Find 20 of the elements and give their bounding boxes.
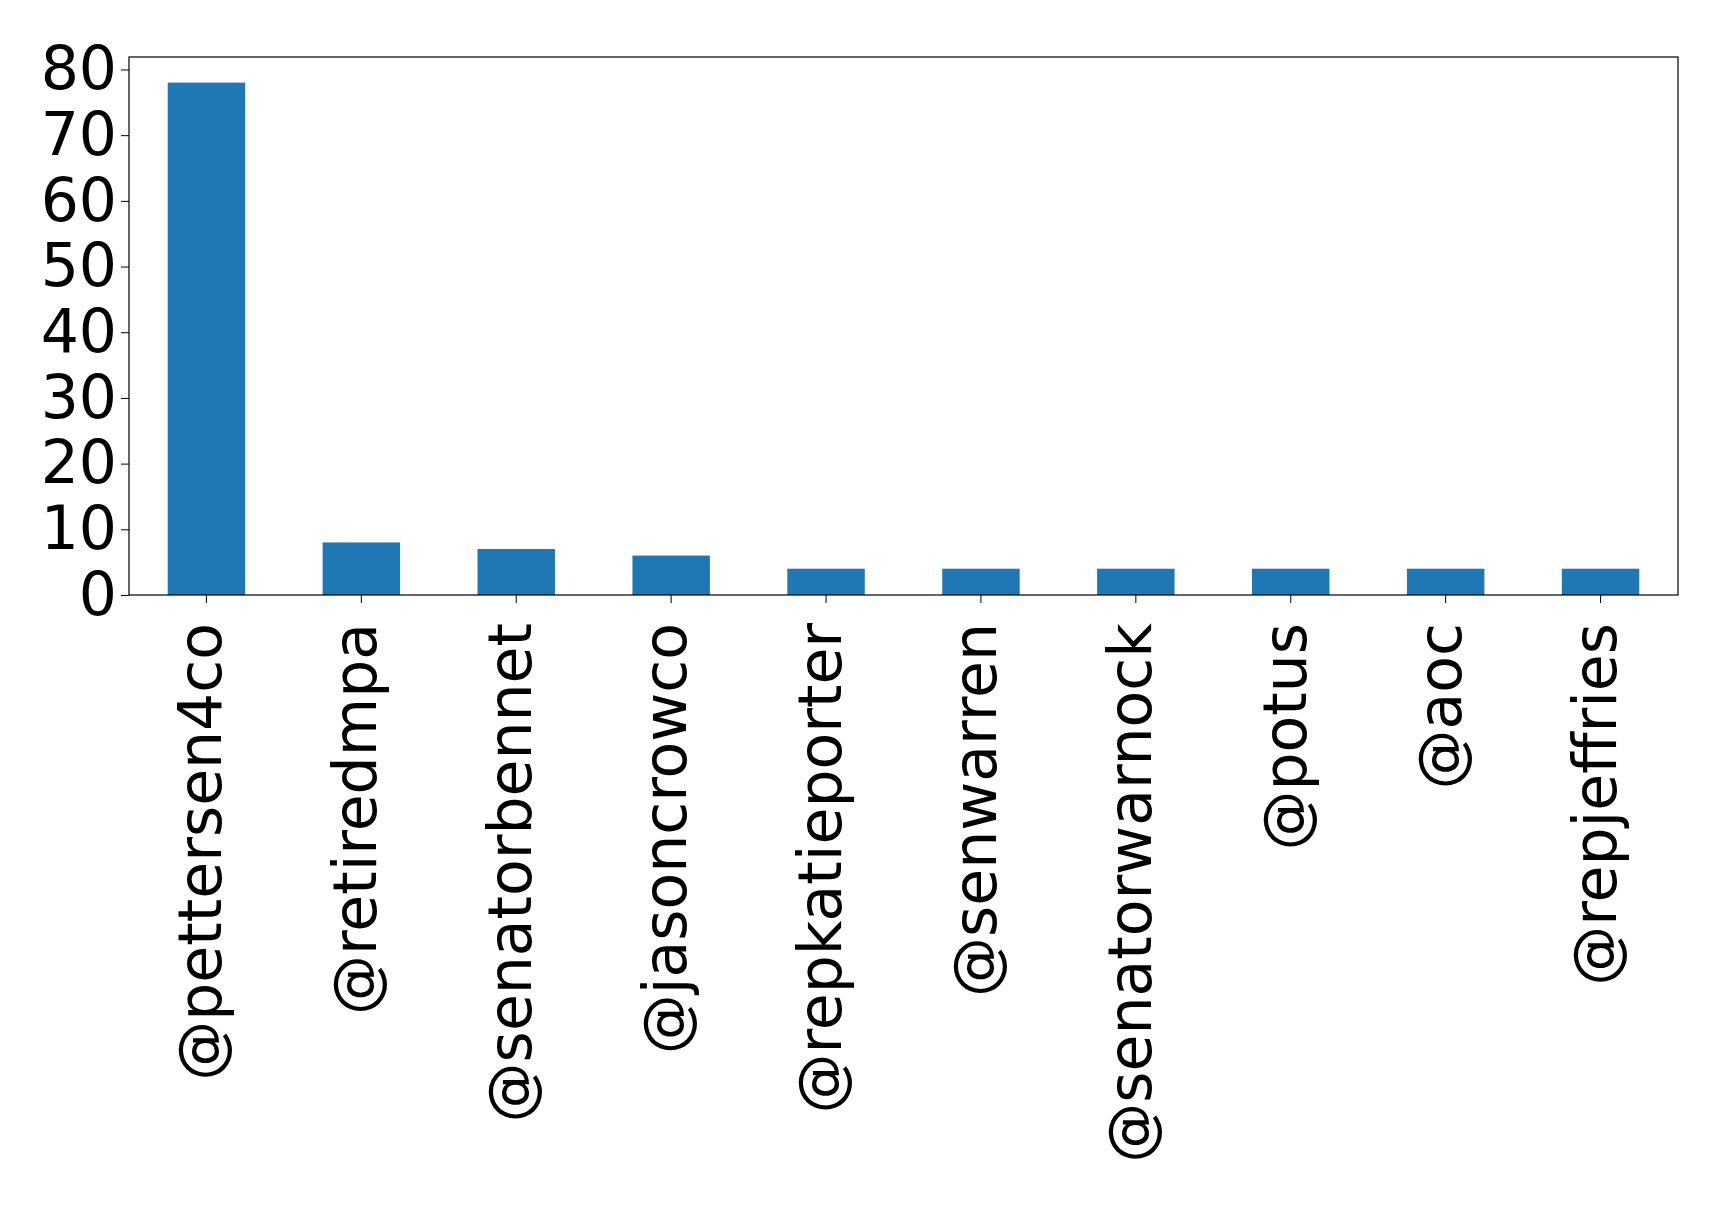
bar bbox=[1561, 568, 1640, 595]
x-tick-label: @senatorwarnock bbox=[1094, 622, 1165, 1163]
x-tick-label: @repkatieporter bbox=[785, 622, 856, 1114]
bar bbox=[1252, 568, 1330, 595]
x-tick-label: @senatorbennet bbox=[475, 623, 546, 1123]
x-tick-label: @repjeffries bbox=[1559, 623, 1630, 986]
bar bbox=[942, 568, 1020, 595]
bar bbox=[167, 82, 246, 595]
bar bbox=[1406, 568, 1485, 595]
bar bbox=[1097, 568, 1175, 595]
x-tick-label: @aoc bbox=[1404, 623, 1475, 790]
x-tick-label: @retiredmpa bbox=[320, 623, 391, 1016]
bar bbox=[322, 542, 401, 595]
bar bbox=[477, 549, 555, 595]
x-tick-label: @jasoncrowco bbox=[630, 623, 701, 1055]
x-tick-label: @pettersen4co bbox=[165, 623, 236, 1081]
bar bbox=[787, 568, 865, 595]
x-tick-label: @senwarren bbox=[939, 623, 1010, 997]
x-tick-label: @potus bbox=[1249, 623, 1320, 851]
bar bbox=[632, 555, 710, 595]
